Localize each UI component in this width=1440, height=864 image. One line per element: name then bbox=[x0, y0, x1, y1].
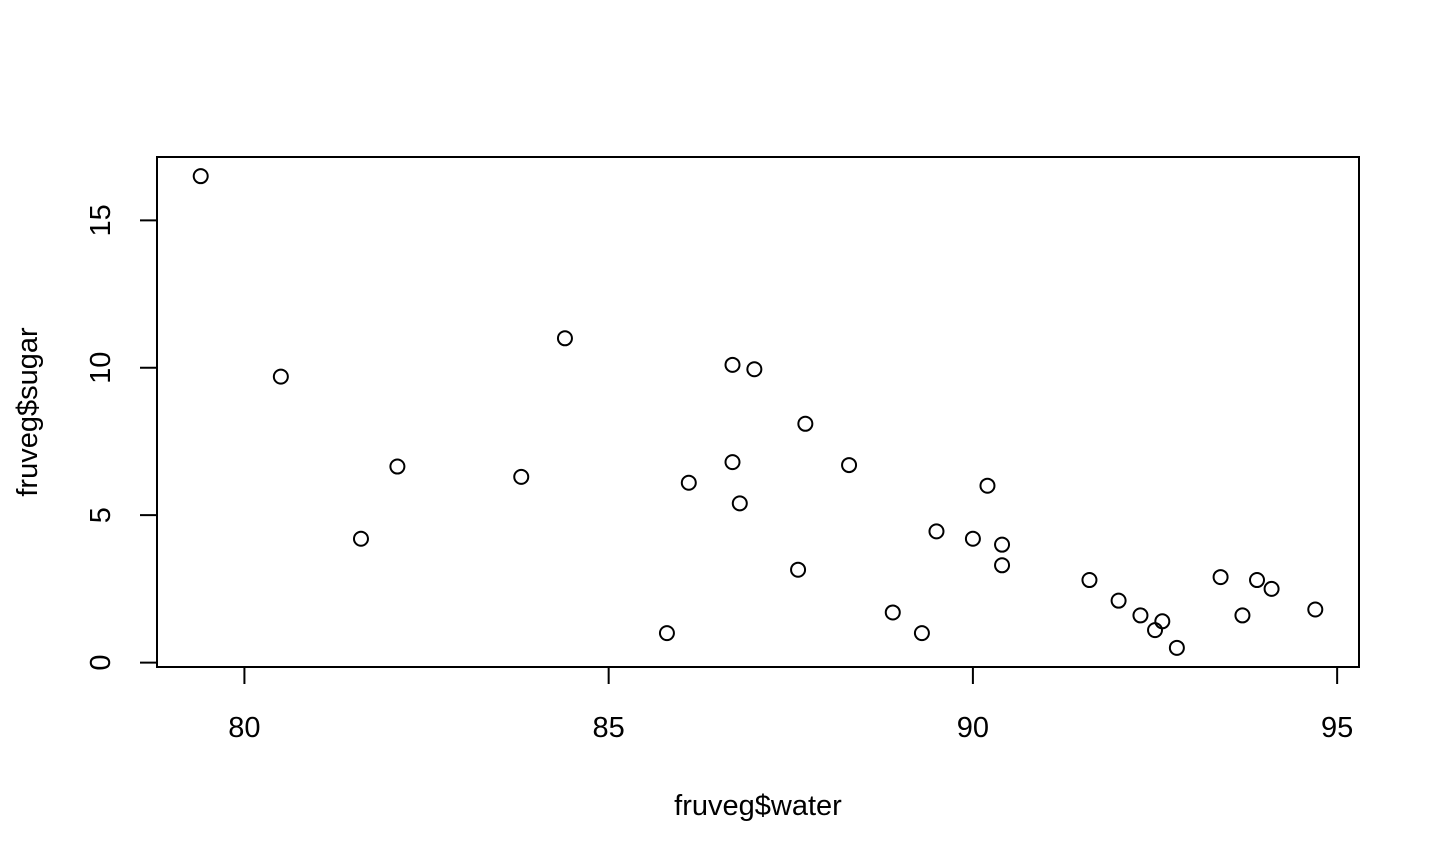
data-point bbox=[964, 530, 981, 547]
y-tick-label: 15 bbox=[85, 204, 117, 236]
data-point bbox=[389, 458, 406, 475]
data-point bbox=[797, 415, 814, 432]
data-point bbox=[994, 557, 1011, 574]
data-point bbox=[1249, 572, 1266, 589]
data-point bbox=[724, 356, 741, 373]
data-point bbox=[658, 625, 675, 642]
data-point bbox=[1110, 592, 1127, 609]
data-point bbox=[1307, 601, 1324, 618]
y-axis-title: fruveg$sugar bbox=[12, 327, 44, 497]
x-axis-title: fruveg$water bbox=[674, 790, 842, 822]
data-point bbox=[556, 330, 573, 347]
data-point bbox=[1147, 622, 1164, 639]
y-tick-label: 0 bbox=[85, 655, 117, 671]
data-point bbox=[1081, 572, 1098, 589]
y-tick-label: 5 bbox=[85, 507, 117, 523]
x-tick-label: 90 bbox=[957, 712, 989, 744]
data-point bbox=[746, 361, 763, 378]
data-point bbox=[724, 454, 741, 471]
x-tick-label: 85 bbox=[593, 712, 625, 744]
data-point bbox=[1263, 580, 1280, 597]
data-point bbox=[928, 523, 945, 540]
data-point bbox=[1234, 607, 1251, 624]
data-point bbox=[979, 477, 996, 494]
data-point bbox=[1212, 569, 1229, 586]
x-tick-label: 95 bbox=[1321, 712, 1353, 744]
y-tick-label: 10 bbox=[85, 352, 117, 384]
data-points bbox=[192, 168, 1324, 656]
data-point bbox=[272, 368, 289, 385]
data-point bbox=[1154, 613, 1171, 630]
x-tick-label: 80 bbox=[228, 712, 260, 744]
y-axis: 0 5 10 15 bbox=[85, 204, 158, 671]
plot-frame bbox=[156, 156, 1360, 668]
data-point bbox=[731, 495, 748, 512]
data-point bbox=[680, 474, 697, 491]
data-point bbox=[192, 168, 209, 185]
data-point bbox=[841, 457, 858, 474]
data-point bbox=[513, 468, 530, 485]
data-point bbox=[1168, 639, 1185, 656]
data-point bbox=[352, 530, 369, 547]
data-point bbox=[913, 625, 930, 642]
x-axis: 80 85 90 95 bbox=[228, 666, 1353, 744]
data-point bbox=[994, 536, 1011, 553]
data-point bbox=[1132, 607, 1149, 624]
data-point bbox=[790, 561, 807, 578]
data-point bbox=[884, 604, 901, 621]
